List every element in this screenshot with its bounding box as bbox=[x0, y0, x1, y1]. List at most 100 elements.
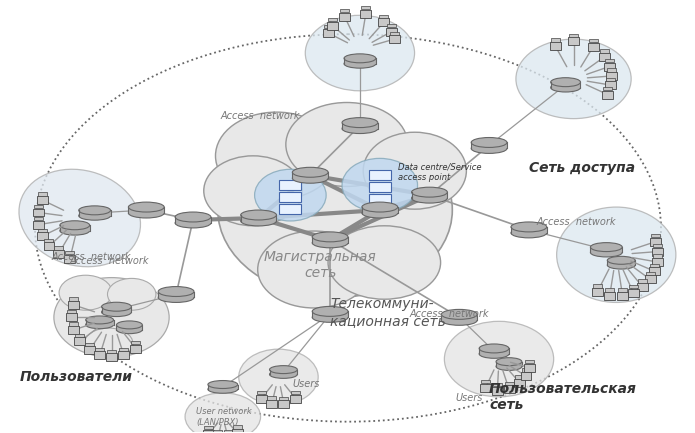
FancyBboxPatch shape bbox=[279, 397, 288, 400]
FancyBboxPatch shape bbox=[378, 19, 389, 26]
FancyBboxPatch shape bbox=[521, 368, 530, 372]
FancyBboxPatch shape bbox=[480, 384, 491, 392]
FancyBboxPatch shape bbox=[605, 81, 616, 89]
FancyBboxPatch shape bbox=[232, 429, 243, 433]
FancyBboxPatch shape bbox=[33, 221, 44, 229]
FancyBboxPatch shape bbox=[604, 63, 614, 71]
Ellipse shape bbox=[312, 238, 348, 248]
FancyBboxPatch shape bbox=[279, 204, 302, 214]
Ellipse shape bbox=[342, 123, 378, 133]
FancyBboxPatch shape bbox=[266, 400, 277, 408]
FancyBboxPatch shape bbox=[291, 395, 302, 403]
FancyBboxPatch shape bbox=[175, 217, 211, 223]
FancyBboxPatch shape bbox=[267, 396, 276, 400]
Ellipse shape bbox=[101, 302, 131, 311]
FancyBboxPatch shape bbox=[324, 25, 332, 29]
Ellipse shape bbox=[342, 158, 418, 212]
Ellipse shape bbox=[342, 118, 378, 128]
Text: Users: Users bbox=[293, 379, 320, 389]
FancyBboxPatch shape bbox=[204, 430, 215, 433]
FancyBboxPatch shape bbox=[599, 53, 610, 61]
FancyBboxPatch shape bbox=[117, 325, 142, 330]
FancyBboxPatch shape bbox=[386, 28, 397, 36]
FancyBboxPatch shape bbox=[505, 382, 514, 385]
Ellipse shape bbox=[238, 349, 318, 405]
Text: Access  network: Access network bbox=[52, 252, 131, 262]
FancyBboxPatch shape bbox=[60, 225, 90, 231]
FancyBboxPatch shape bbox=[390, 32, 399, 35]
Ellipse shape bbox=[344, 54, 376, 63]
FancyBboxPatch shape bbox=[605, 59, 614, 62]
FancyBboxPatch shape bbox=[496, 362, 522, 366]
FancyBboxPatch shape bbox=[279, 180, 302, 190]
FancyBboxPatch shape bbox=[524, 364, 535, 372]
FancyBboxPatch shape bbox=[79, 210, 111, 216]
FancyBboxPatch shape bbox=[650, 264, 659, 267]
FancyBboxPatch shape bbox=[312, 237, 348, 243]
FancyBboxPatch shape bbox=[617, 292, 628, 300]
FancyBboxPatch shape bbox=[74, 337, 85, 346]
Ellipse shape bbox=[411, 187, 448, 197]
FancyBboxPatch shape bbox=[492, 387, 502, 395]
Ellipse shape bbox=[218, 123, 452, 297]
FancyBboxPatch shape bbox=[646, 271, 655, 275]
FancyBboxPatch shape bbox=[95, 348, 104, 351]
Ellipse shape bbox=[79, 211, 111, 220]
FancyBboxPatch shape bbox=[44, 242, 54, 250]
FancyBboxPatch shape bbox=[504, 385, 514, 393]
Ellipse shape bbox=[511, 222, 547, 232]
Text: Data centre/Service
access point: Data centre/Service access point bbox=[398, 162, 481, 182]
FancyBboxPatch shape bbox=[213, 430, 222, 433]
FancyBboxPatch shape bbox=[76, 334, 84, 337]
FancyBboxPatch shape bbox=[588, 43, 598, 51]
FancyBboxPatch shape bbox=[66, 313, 77, 321]
Ellipse shape bbox=[362, 202, 398, 212]
Text: Access  network: Access network bbox=[537, 217, 616, 227]
Ellipse shape bbox=[59, 275, 112, 310]
FancyBboxPatch shape bbox=[342, 123, 378, 129]
Ellipse shape bbox=[85, 321, 113, 329]
FancyBboxPatch shape bbox=[589, 39, 598, 42]
Ellipse shape bbox=[312, 307, 348, 317]
FancyBboxPatch shape bbox=[521, 372, 532, 380]
FancyBboxPatch shape bbox=[411, 192, 448, 198]
FancyBboxPatch shape bbox=[208, 385, 238, 389]
FancyBboxPatch shape bbox=[550, 82, 580, 87]
FancyBboxPatch shape bbox=[605, 288, 614, 291]
FancyBboxPatch shape bbox=[525, 360, 534, 363]
FancyBboxPatch shape bbox=[256, 391, 265, 394]
Ellipse shape bbox=[158, 293, 194, 302]
FancyBboxPatch shape bbox=[638, 279, 647, 283]
Ellipse shape bbox=[471, 143, 507, 153]
FancyBboxPatch shape bbox=[603, 90, 613, 99]
Text: Магистральная
сеть: Магистральная сеть bbox=[264, 250, 377, 280]
Ellipse shape bbox=[175, 218, 211, 228]
FancyBboxPatch shape bbox=[327, 22, 338, 30]
Ellipse shape bbox=[293, 167, 328, 177]
Ellipse shape bbox=[444, 321, 554, 397]
FancyBboxPatch shape bbox=[328, 18, 337, 21]
FancyBboxPatch shape bbox=[593, 284, 602, 288]
FancyBboxPatch shape bbox=[85, 343, 94, 346]
Ellipse shape bbox=[208, 385, 238, 393]
Ellipse shape bbox=[60, 226, 90, 235]
Text: Пользователи: Пользователи bbox=[20, 370, 133, 384]
FancyBboxPatch shape bbox=[270, 370, 297, 375]
Ellipse shape bbox=[496, 362, 522, 370]
FancyBboxPatch shape bbox=[84, 346, 95, 354]
Ellipse shape bbox=[79, 206, 111, 215]
FancyBboxPatch shape bbox=[224, 430, 233, 433]
FancyBboxPatch shape bbox=[569, 34, 578, 37]
Ellipse shape bbox=[305, 15, 414, 91]
Ellipse shape bbox=[85, 316, 113, 324]
FancyBboxPatch shape bbox=[68, 301, 79, 309]
Ellipse shape bbox=[129, 202, 164, 212]
FancyBboxPatch shape bbox=[131, 345, 141, 353]
Ellipse shape bbox=[215, 112, 338, 200]
Ellipse shape bbox=[471, 138, 507, 148]
Ellipse shape bbox=[441, 310, 477, 319]
FancyBboxPatch shape bbox=[600, 49, 609, 52]
FancyBboxPatch shape bbox=[386, 24, 395, 27]
FancyBboxPatch shape bbox=[653, 244, 662, 247]
FancyBboxPatch shape bbox=[34, 217, 43, 220]
